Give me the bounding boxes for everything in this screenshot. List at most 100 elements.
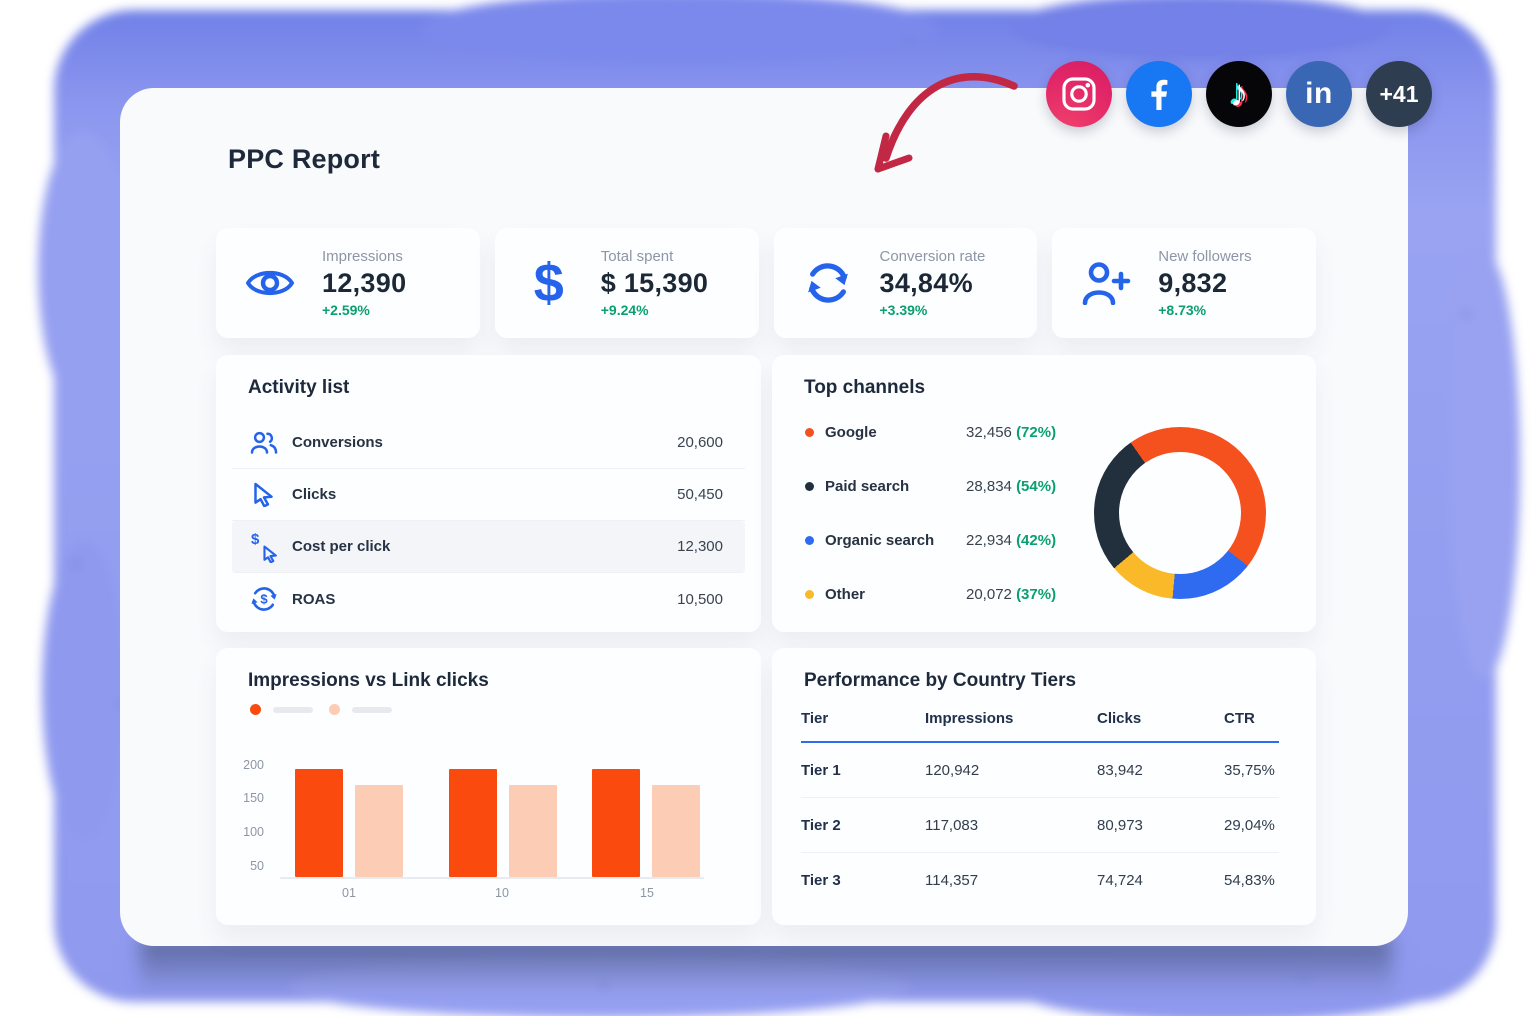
y-axis-tick: 50 (250, 858, 264, 873)
bar-plot: 50 100 150 200 01 10 15 (216, 648, 761, 925)
kpi-value: 9,832 (1158, 268, 1228, 298)
report-card: PPC Report Impressions 12,390 +2.59% (120, 88, 1408, 946)
x-axis-tick: 15 (640, 886, 654, 900)
channel-value: 28,834 (54%) (966, 477, 1057, 495)
kpi-label: New followers (1158, 248, 1252, 265)
dollar-cycle-icon: $ (248, 585, 280, 613)
kpi-value: $ 15,390 (600, 268, 709, 298)
legend-dot-impressions (250, 704, 261, 715)
people-icon (248, 431, 280, 455)
x-axis-tick: 10 (495, 886, 509, 900)
kpi-delta: +3.39% (879, 302, 928, 318)
legend-placeholder-line (352, 706, 392, 713)
country-table: Tier Impressions Clicks CTR Tier 1 120,9… (801, 702, 1279, 907)
activity-value: 50,450 (677, 486, 723, 503)
activity-value: 10,500 (677, 590, 723, 608)
kpi-label: Conversion rate (879, 248, 986, 265)
table-row: Tier 3 114,357 74,724 54,83% (801, 871, 1275, 889)
y-axis-tick: 100 (243, 825, 264, 840)
bar-impressions (592, 769, 640, 877)
channel-row-paid-search: Paid search 28,834 (54%) (805, 475, 1056, 497)
x-axis-line (280, 877, 704, 879)
activity-panel: Activity list Conversions 20,600 (216, 355, 761, 632)
social-icons-row: ♪ in +41 (1046, 61, 1432, 127)
activity-row-conversions: Conversions 20,600 (232, 417, 745, 469)
activity-value: 12,300 (677, 538, 723, 555)
country-table-title: Performance by Country Tiers (804, 670, 1077, 691)
activity-label: Conversions (292, 434, 383, 451)
kpi-total-spent: $ Total spent $ 15,390 +9.24% (494, 228, 759, 338)
legend-dot-link-clicks (329, 704, 340, 715)
activity-rows: Conversions 20,600 Clicks 50,450 (232, 417, 745, 625)
table-row: Tier 2 117,083 80,973 29,04% (801, 798, 1279, 853)
channel-label: Google (825, 423, 877, 441)
bar-link-clicks (652, 784, 700, 877)
channel-row-other: Other 20,072 (37%) (805, 583, 1056, 605)
activity-label: Clicks (292, 486, 337, 503)
more-networks-count: +41 (1379, 80, 1419, 107)
activity-row-cost-per-click: $ Cost per click 12,300 (232, 521, 745, 573)
channel-dot (805, 535, 814, 545)
activity-title: Activity list (248, 377, 350, 398)
table-header-row: Tier Impressions Clicks CTR (801, 702, 1279, 743)
kpi-delta: +2.59% (322, 302, 370, 318)
channel-row-google: Google 32,456 (72%) (805, 421, 1056, 443)
bar-chart-title: Impressions vs Link clicks (248, 670, 489, 691)
activity-label: Cost per click (292, 538, 391, 555)
activity-row-roas: $ ROAS 10,500 (232, 573, 745, 625)
channel-label: Organic search (825, 531, 935, 549)
linkedin-icon[interactable]: in (1286, 61, 1352, 127)
kpi-value: 34,84% (879, 268, 973, 298)
channel-dot (805, 481, 814, 491)
kpi-row: Impressions 12,390 +2.59% $ Total spent … (216, 228, 1316, 338)
kpi-delta: +9.24% (600, 302, 649, 318)
more-networks-badge[interactable]: +41 (1366, 61, 1432, 127)
kpi-new-followers: New followers 9,832 +8.73% (1052, 228, 1316, 338)
cursor-icon (248, 482, 280, 507)
channel-label: Other (825, 585, 866, 603)
bar-impressions (295, 769, 343, 877)
bar-chart-panel: Impressions vs Link clicks 50 100 150 200 01… (216, 648, 761, 925)
col-header-tier: Tier (801, 710, 829, 727)
bar-link-clicks (355, 784, 403, 877)
y-axis-tick: 150 (243, 791, 264, 806)
channel-label: Paid search (825, 477, 910, 495)
bar-link-clicks (509, 784, 557, 877)
person-plus-icon (1078, 261, 1134, 305)
activity-row-clicks: Clicks 50,450 (232, 469, 745, 521)
eye-icon (242, 265, 298, 301)
bar-chart-legend (250, 704, 408, 715)
channel-value: 20,072 (37%) (966, 585, 1057, 603)
channels-donut (1094, 427, 1266, 599)
country-table-panel: Performance by Country Tiers Tier Impres… (772, 648, 1316, 925)
table-row: Tier 1 120,942 83,942 35,75% (801, 743, 1279, 798)
dollar-cursor-icon: $ (248, 531, 280, 563)
col-header-ctr: CTR (1224, 710, 1255, 727)
channel-row-organic-search: Organic search 22,934 (42%) (805, 529, 1056, 551)
activity-value: 20,600 (677, 434, 723, 451)
page-title: PPC Report (228, 144, 381, 174)
kpi-label: Total spent (600, 248, 674, 265)
channel-dot (805, 427, 814, 437)
y-axis-tick: 200 (243, 757, 264, 772)
legend-placeholder-line (273, 706, 313, 713)
kpi-value: 12,390 (322, 268, 407, 298)
channels-title: Top channels (804, 377, 926, 398)
x-axis-tick: 01 (342, 886, 356, 900)
kpi-delta: +8.73% (1158, 302, 1207, 318)
channel-value: 32,456 (72%) (966, 423, 1057, 441)
kpi-label: Impressions (322, 248, 403, 265)
card-bottom-shadow (140, 938, 1392, 994)
facebook-icon[interactable] (1126, 61, 1192, 127)
svg-text:$: $ (260, 592, 268, 607)
channels-panel: Top channels Google 32,456 (72%) Paid se… (772, 355, 1316, 632)
instagram-icon[interactable] (1046, 61, 1112, 127)
activity-label: ROAS (292, 590, 336, 608)
channel-dot (805, 589, 814, 599)
dollar-icon: $ (533, 253, 564, 313)
col-header-impressions: Impressions (925, 710, 1014, 727)
bar-impressions (449, 769, 497, 877)
tiktok-icon[interactable]: ♪ (1206, 61, 1272, 127)
col-header-clicks: Clicks (1097, 710, 1142, 727)
